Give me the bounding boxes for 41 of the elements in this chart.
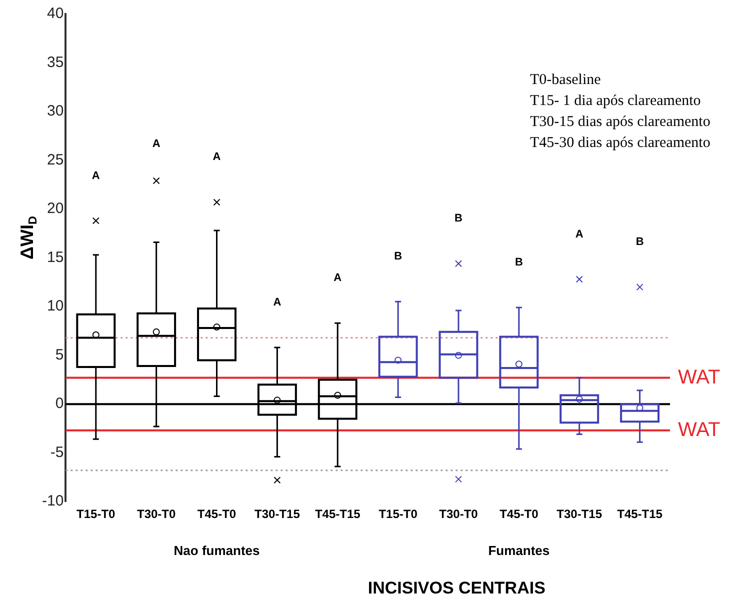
annotation: A — [92, 170, 100, 182]
y-tick-label: 20 — [46, 200, 64, 218]
y-tick-label: 25 — [46, 151, 64, 168]
x-tick-label: T15-T0 — [378, 507, 418, 522]
annotation: B — [636, 236, 644, 248]
annotation: A — [575, 228, 584, 240]
y-tick-label: -10 — [42, 492, 64, 510]
annotation: T0-baseline — [530, 72, 602, 88]
annotation: B — [454, 212, 463, 225]
annotation: T45-30 dias após clareamento — [530, 134, 710, 151]
annotation: T15- 1 dia após clareamento — [530, 92, 701, 109]
x-tick-label: T15-T0 — [76, 507, 116, 522]
y-tick-label: 35 — [46, 54, 64, 71]
x-tick-label: T45-T0 — [197, 507, 236, 522]
x-tick-label: T30-T0 — [136, 507, 176, 522]
annotation: A — [273, 296, 282, 309]
x-tick-label: T30-T15 — [254, 507, 300, 522]
annotation: B — [514, 256, 523, 269]
annotation: A — [152, 138, 160, 150]
annotation: A — [334, 272, 342, 284]
y-tick-label: -5 — [50, 444, 64, 461]
y-tick-label: 0 — [55, 395, 64, 412]
y-tick-label: 15 — [46, 248, 64, 266]
y-tick-label: 5 — [55, 346, 64, 364]
text: Fumantes — [488, 543, 550, 558]
annotation: T30-15 dias após clareamento — [530, 114, 710, 130]
x-tick-label: T45-T15 — [617, 507, 663, 522]
text: Nao fumantes — [174, 543, 260, 558]
ref-line-label: WAT — [678, 418, 720, 441]
x-tick-label: T45-T15 — [314, 507, 361, 522]
x-tick-label: T30-T0 — [439, 507, 478, 522]
x-tick-label: T30-T15 — [556, 507, 602, 522]
y-tick-label: 30 — [46, 102, 64, 120]
x-axis-title: INCISIVOS CENTRAIS — [368, 578, 546, 598]
annotation: B — [394, 250, 402, 263]
y-axis-title: ΔWID — [16, 216, 40, 260]
y-tick-label: 10 — [46, 298, 64, 315]
annotation: A — [212, 151, 221, 164]
x-tick-label: T45-T0 — [500, 507, 539, 522]
y-tick-label: 40 — [46, 5, 64, 22]
ref-line-label: WAT — [678, 366, 720, 388]
